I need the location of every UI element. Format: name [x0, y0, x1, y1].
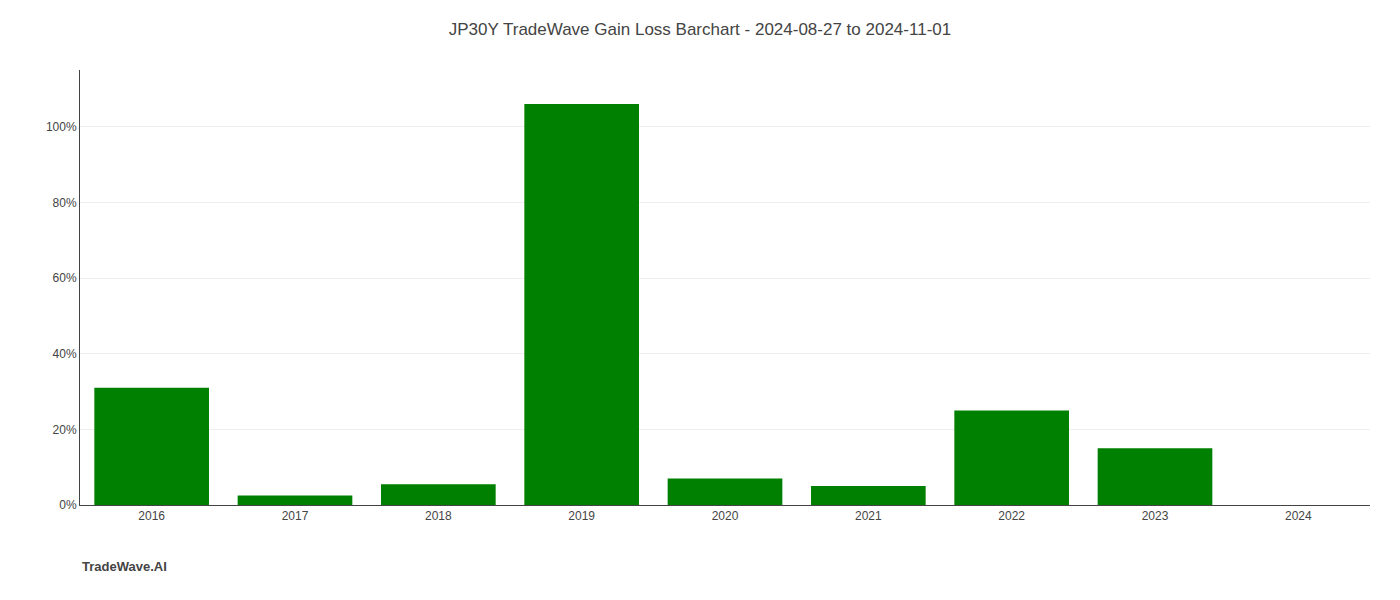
svg-text:JP30Y TradeWave Gain Loss Barc: JP30Y TradeWave Gain Loss Barchart - 202…	[449, 20, 951, 39]
svg-text:60%: 60%	[53, 271, 77, 285]
svg-text:2019: 2019	[568, 509, 595, 523]
svg-text:2018: 2018	[425, 509, 452, 523]
svg-text:2016: 2016	[138, 509, 165, 523]
svg-text:2021: 2021	[855, 509, 882, 523]
svg-text:2017: 2017	[282, 509, 309, 523]
svg-text:0%: 0%	[59, 498, 77, 512]
svg-text:TradeWave.AI: TradeWave.AI	[82, 559, 167, 574]
svg-text:20%: 20%	[53, 423, 77, 437]
svg-text:40%: 40%	[53, 347, 77, 361]
svg-text:100%: 100%	[46, 120, 77, 134]
svg-text:2024: 2024	[1285, 509, 1312, 523]
svg-text:80%: 80%	[53, 196, 77, 210]
svg-text:2020: 2020	[712, 509, 739, 523]
svg-text:2022: 2022	[998, 509, 1025, 523]
svg-text:2023: 2023	[1142, 509, 1169, 523]
